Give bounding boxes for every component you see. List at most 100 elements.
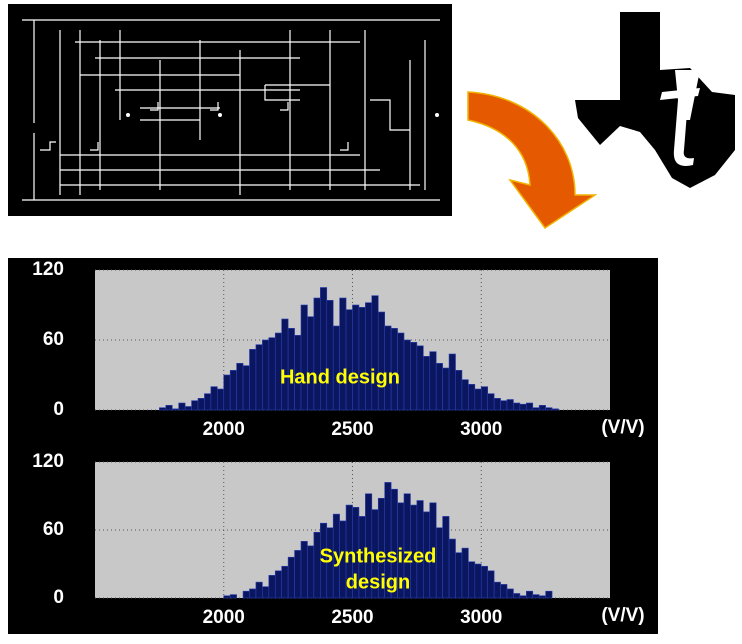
bar [443,368,449,410]
bar [533,408,539,410]
y-tick-label: 0 [53,399,64,420]
bar [372,296,378,410]
annotation: design [346,571,410,593]
bar [359,307,365,410]
bar [417,346,423,410]
bar [520,596,526,598]
y-tick-label: 60 [43,519,64,540]
y-tick-label: 120 [32,451,64,472]
bar [468,384,474,410]
slide: 0 60 120 2000 2500 3000 (V/V) Hand design 0 60 120… [0,0,742,639]
bar [501,584,507,598]
bar [488,394,494,410]
bar [256,345,262,410]
bar [217,389,223,410]
bar [250,349,256,410]
annotation: Synthesized [320,545,437,567]
bar [307,546,313,598]
bar [481,566,487,598]
x-tick-label: 2500 [331,419,373,440]
bar [262,340,268,410]
annotation: Hand design [280,366,400,388]
bar [365,303,371,410]
bar [327,300,333,410]
bar [436,528,442,598]
x-tick-label: 2500 [331,607,373,628]
bar [507,400,513,411]
x-axis-label: (V/V) [601,605,644,626]
bar [552,409,558,410]
bar [475,564,481,598]
bar [243,591,249,598]
bar [462,380,468,410]
bar [526,403,532,410]
bar [243,366,249,410]
bar [494,582,500,598]
bar [539,596,545,598]
bar [282,566,288,598]
bar [546,591,552,598]
bar [256,582,262,598]
bar [224,375,230,410]
bar [539,405,545,410]
bar [449,539,455,598]
bar [172,409,178,410]
bar [449,354,455,410]
bar [546,408,552,410]
bar [410,342,416,410]
bar [314,298,320,410]
bar [443,516,449,598]
bar [475,389,481,410]
bar [488,571,494,598]
bar [159,408,165,410]
bar [481,387,487,410]
bar [250,589,256,598]
bar [346,310,352,410]
bar [456,553,462,598]
bar [198,398,204,410]
page: {"chart_data": [ {"type": "histogram", "… [0,0,742,639]
x-axis-label: (V/V) [601,417,644,438]
bar [378,312,384,410]
bar [230,595,236,598]
bar [224,596,230,598]
bar [166,405,172,410]
bar [301,541,307,598]
x-tick-label: 3000 [460,607,502,628]
y-tick-label: 0 [53,587,64,608]
y-tick-label: 60 [43,329,64,350]
bar [192,401,198,410]
bar [185,407,191,411]
bar [456,370,462,410]
bar [301,305,307,410]
bar [513,403,519,410]
bar [430,352,436,410]
arrow [468,92,595,228]
circuit-schematic [8,4,452,216]
ti-logo [575,12,735,188]
bar [436,363,442,410]
bar [462,548,468,598]
bar [320,288,326,411]
y-tick-label: 120 [32,259,64,280]
bar [269,575,275,598]
bar [237,363,243,410]
bar [507,589,513,598]
bar [423,356,429,410]
bar [468,562,474,598]
bar [353,305,359,410]
bar [295,550,301,598]
bar [269,338,275,410]
bar [282,319,288,410]
bar [211,387,217,410]
bar [494,398,500,410]
bar [230,370,236,410]
bar [501,401,507,410]
x-tick-label: 2000 [203,419,245,440]
bar [179,403,185,410]
bar [307,317,313,410]
x-tick-label: 3000 [460,419,502,440]
bar [262,587,268,598]
bar [288,557,294,598]
bar [526,591,532,598]
